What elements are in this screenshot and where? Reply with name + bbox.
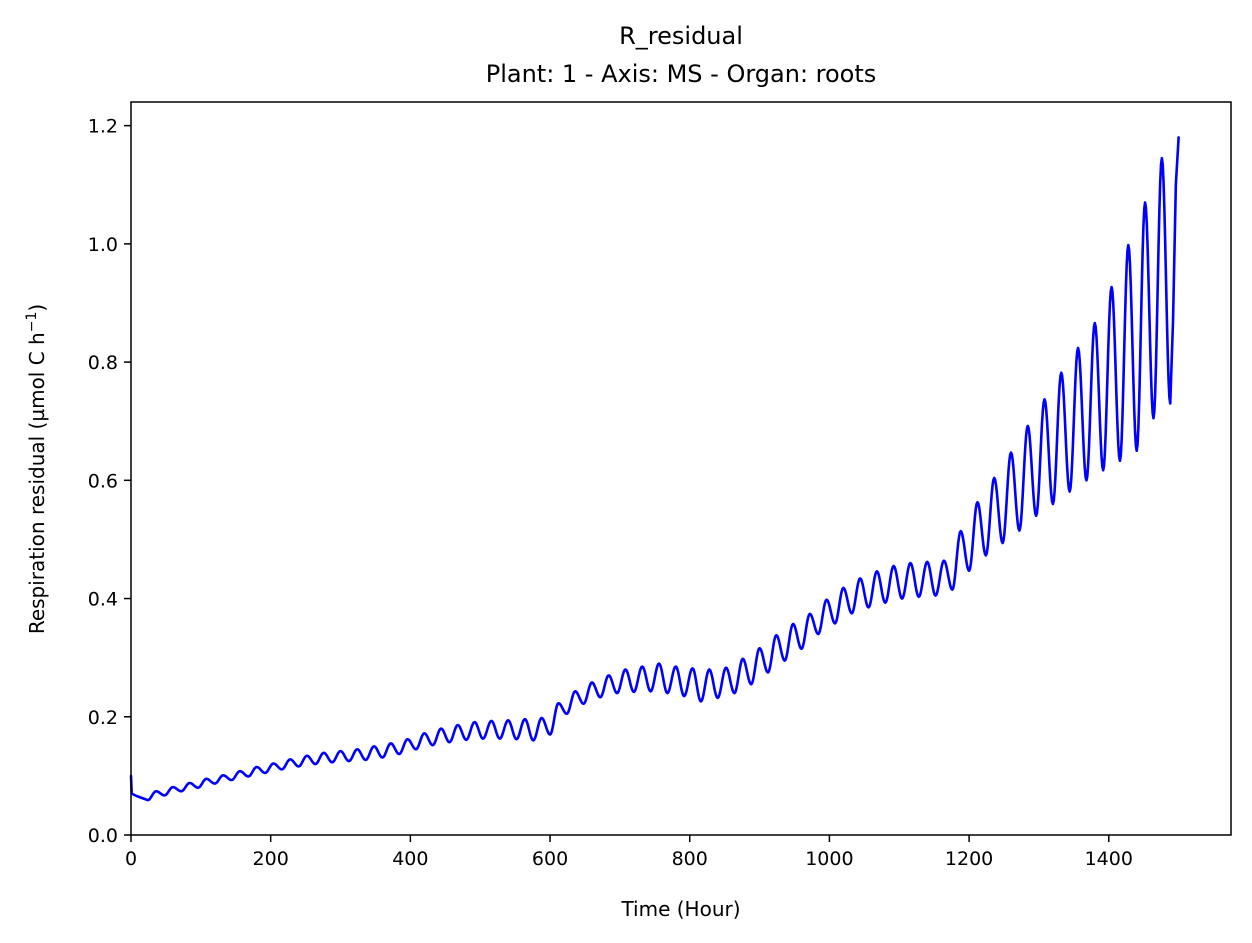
plot-frame xyxy=(130,101,1232,836)
y-axis-label-close: ) xyxy=(25,304,49,312)
x-tick-label: 200 xyxy=(253,848,289,870)
x-tick-label: 1200 xyxy=(945,848,993,870)
x-axis: 0 200 400 600 800 1000 1200 1400 xyxy=(125,835,1133,870)
y-tick-label: 1.0 xyxy=(88,234,118,256)
y-axis-label-superscript: −1 xyxy=(24,312,40,333)
y-tick-label: 0.6 xyxy=(88,470,118,492)
x-tick-label: 1000 xyxy=(805,848,853,870)
y-tick-label: 0.2 xyxy=(88,707,118,729)
x-tick-label: 0 xyxy=(125,848,137,870)
x-axis-label: Time (Hour) xyxy=(620,897,740,921)
x-tick-label: 1400 xyxy=(1085,848,1133,870)
y-tick-label: 0.0 xyxy=(88,825,118,847)
chart-title: R_residual xyxy=(619,22,743,50)
plot-area xyxy=(131,102,1231,835)
x-tick-label: 400 xyxy=(392,848,428,870)
y-axis-label-main: Respiration residual (µmol C h xyxy=(25,332,49,634)
chart-subtitle: Plant: 1 - Axis: MS - Organ: roots xyxy=(486,60,877,88)
series-line xyxy=(129,136,1180,802)
plot-background xyxy=(131,102,1231,835)
series-layer xyxy=(129,136,1180,802)
x-tick-label: 800 xyxy=(672,848,708,870)
y-tick-label: 0.8 xyxy=(88,352,118,374)
y-axis: 0.0 0.2 0.4 0.6 0.8 1.0 1.2 xyxy=(88,116,131,847)
y-tick-label: 1.2 xyxy=(88,116,118,138)
y-tick-label: 0.4 xyxy=(88,589,118,611)
x-tick-label: 600 xyxy=(532,848,568,870)
y-axis-label: Respiration residual (µmol C h−1) xyxy=(24,304,49,634)
